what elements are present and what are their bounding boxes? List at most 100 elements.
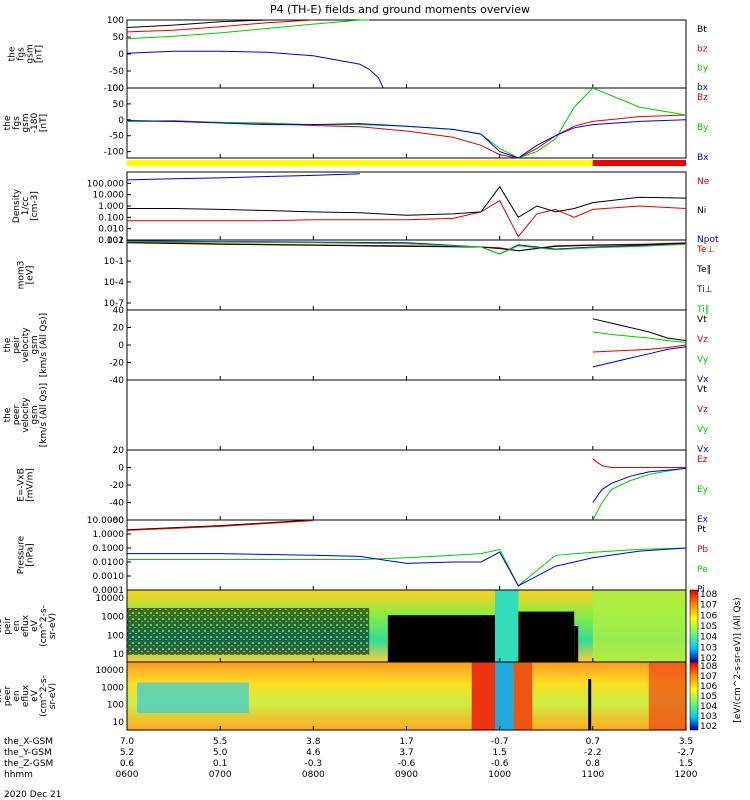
colorbar-tick-label: 105: [700, 692, 717, 702]
x-axis-value: 3.5: [679, 737, 693, 747]
colorbar-tick-label: 108: [700, 590, 717, 600]
y-axis-label: the peir velocity gsm [km/s (All Qs)]: [3, 313, 49, 377]
x-axis-value: 3.7: [399, 748, 413, 758]
x-axis-row-label: hhmm: [4, 770, 33, 780]
y-tick-label: -100: [104, 84, 125, 94]
panel-4: 102 10-1 10-4 10-7 mom3 [eV] Te⊥ Te∥ Ti⊥ Ti∥: [17, 236, 715, 315]
y-axis-label: the peir en eflux eV (cm^2-s-sr-eV): [0, 605, 58, 647]
colorbar-tick-label: 102: [700, 722, 717, 732]
series-line-Te∥: [126, 242, 687, 252]
series-line-Bz: [126, 114, 687, 159]
colorbar-tick-label: 106: [700, 611, 717, 621]
panel-10: 10000 1000 100 10 the peer en eflux eV (cm^2-s-sr…: [0, 661, 687, 731]
legend-Vy: Vy: [697, 425, 709, 435]
legend-Bz: Bz: [697, 93, 708, 103]
y-axis-label-line: 1/cc: [21, 197, 31, 216]
y-tick-label: -20: [109, 359, 124, 369]
y-axis-label-line: gsm: [21, 113, 31, 132]
y-axis-label: the fgs gsm -180 [nT]: [3, 113, 49, 134]
legend-bz: bz: [697, 44, 708, 54]
legend-Bx: Bx: [697, 153, 709, 163]
y-tick-label: 10: [113, 650, 125, 660]
series-line-Vz: [592, 344, 687, 353]
panel-9: 10000 1000 100 10 the peir en eflux eV (cm^2-s-sr…: [0, 589, 687, 663]
legend-Vt: Vt: [697, 315, 707, 325]
y-tick-label: 10.000: [93, 191, 125, 201]
legend-Te∥: Te∥: [696, 265, 711, 275]
y-tick-label: -50: [109, 132, 124, 142]
y-tick-label: -40: [109, 376, 124, 386]
y-axis-label: mom3 [eV]: [17, 261, 36, 290]
y-axis-label-line: sr-eV): [48, 613, 58, 639]
panel-frame: [126, 19, 687, 89]
y-axis-label-line: peer: [12, 404, 22, 425]
x-axis-value: 7.0: [120, 737, 135, 747]
series-line-Pi: [127, 547, 687, 587]
y-axis-label: E=-VxB [mV/m]: [17, 468, 36, 502]
spectrogram-9: [127, 590, 686, 662]
legend-Vz: Vz: [697, 405, 708, 415]
x-axis-value: 0.7: [586, 737, 600, 747]
y-axis-label-line: fgs: [17, 47, 27, 61]
y-axis-label-line: Density: [12, 188, 22, 223]
series-line-Pb: [126, 520, 314, 531]
y-tick-label: 20: [113, 446, 125, 456]
series-line-Vx: [592, 346, 687, 368]
y-axis-label-line: en: [12, 620, 22, 631]
y-tick-label: 0.100: [98, 213, 124, 223]
y-axis-label-line: peir: [3, 617, 13, 635]
y-tick-label: 0: [118, 50, 124, 60]
colorbar-tick-label: 107: [700, 672, 717, 682]
y-axis-label-line: E=-VxB: [17, 468, 27, 502]
colorbar-label: [eV/(cm^2-s-sr-eV)] (All Qs): [733, 597, 743, 722]
y-axis-label-line: -180: [30, 113, 40, 134]
y-tick-label: 10-1: [104, 257, 124, 267]
x-axis-value: 0.8: [586, 759, 601, 769]
y-axis-label-line: peer: [3, 685, 13, 706]
y-tick-label: 100: [107, 16, 124, 26]
colorbar-tick-label: 107: [700, 601, 717, 611]
y-axis-label-line: eflux: [21, 684, 31, 707]
series-line-Ni: [127, 185, 687, 218]
x-axis-value: 1.5: [493, 748, 507, 758]
x-axis-row-label: the_X-GSM: [4, 737, 53, 747]
panel-6: the peer velocity gsm [km/s (All Qs)] Vt Vz Vy V…: [3, 379, 709, 455]
panel-frame: [126, 519, 687, 591]
y-tick-label: 10000: [95, 594, 124, 604]
series-line-bz: [126, 19, 314, 33]
y-tick-label: 0.0010: [93, 572, 125, 582]
y-axis-label-line: en: [12, 690, 22, 701]
legend-Ti∥: Ti∥: [696, 305, 709, 315]
legend-by: by: [697, 64, 709, 74]
x-axis-value: -0.7: [491, 737, 509, 747]
y-tick-label: 0.010: [98, 225, 124, 235]
y-tick-label: 10000: [95, 666, 124, 676]
spectrogram-gap: [588, 679, 592, 730]
y-axis-label-line: sr-eV): [48, 683, 58, 709]
panel-3: 100.000 10.0001.0000.100 0.0100.001 Density…: [12, 171, 719, 246]
y-tick-label: -50: [109, 67, 124, 77]
y-tick-label: 100: [107, 84, 124, 94]
x-axis-value: 1.5: [679, 759, 693, 769]
legend-Ni: Ni: [697, 206, 706, 216]
status-bar-red: [592, 160, 686, 166]
x-axis-value: 5.2: [120, 748, 134, 758]
legend-Ey: Ey: [697, 485, 709, 495]
y-axis-label: Density 1/cc [cm-3]: [12, 188, 40, 223]
y-tick-label: -100: [104, 148, 125, 158]
y-tick-label: 0.001: [98, 236, 124, 246]
y-axis-label-line: the: [8, 46, 18, 61]
y-tick-label: 50: [113, 100, 125, 110]
panel-frame: [126, 449, 687, 521]
y-axis-label-line: the: [0, 688, 4, 703]
y-tick-label: 10.0000: [87, 516, 124, 526]
series-line-Pe: [127, 547, 687, 587]
spectrogram-dropout: [387, 615, 500, 662]
y-axis-label-line: gsm: [26, 44, 36, 63]
x-axis-value: -2.7: [677, 748, 695, 758]
y-axis-label-line: velocity: [21, 397, 31, 433]
x-axis-row-label: the_Y-GSM: [4, 748, 52, 758]
